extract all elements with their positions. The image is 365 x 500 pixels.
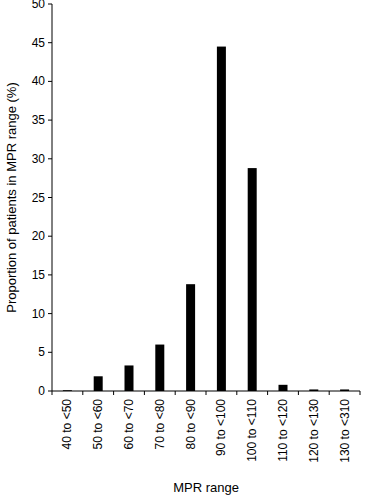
- bar: [186, 284, 195, 391]
- y-tick-label: 45: [32, 36, 46, 50]
- y-tick: [48, 42, 52, 43]
- bar: [155, 345, 164, 391]
- y-tick: [48, 391, 52, 392]
- y-tick-label: 10: [32, 307, 46, 321]
- x-tick-label: 70 to <80: [153, 399, 167, 450]
- x-tick: [329, 391, 330, 395]
- x-tick: [206, 391, 207, 395]
- y-tick: [48, 158, 52, 159]
- x-tick: [144, 391, 145, 395]
- y-tick-label: 0: [38, 384, 45, 398]
- x-tick: [236, 391, 237, 395]
- x-tick-label: 80 to <90: [184, 399, 198, 450]
- x-axis-title: MPR range: [173, 480, 239, 495]
- y-tick-label: 20: [32, 229, 46, 243]
- bar: [125, 365, 134, 391]
- y-tick: [48, 120, 52, 121]
- x-tick: [298, 391, 299, 395]
- x-tick-label: 110 to <120: [276, 399, 290, 462]
- bar: [279, 385, 288, 391]
- bars: [63, 47, 349, 391]
- x-tick: [175, 391, 176, 395]
- y-tick-label: 5: [38, 345, 45, 359]
- y-tick-label: 25: [32, 191, 46, 205]
- y-tick-label: 35: [32, 113, 46, 127]
- x-tick: [360, 391, 361, 395]
- x-tick: [113, 391, 114, 395]
- y-tick: [48, 81, 52, 82]
- x-tick-label: 50 to <60: [91, 399, 105, 450]
- bar: [217, 47, 226, 391]
- x-tick-label: 90 to <100: [214, 399, 228, 456]
- y-tick-label: 15: [32, 268, 46, 282]
- x-tick-label: 130 to <310: [338, 399, 352, 463]
- y-tick: [48, 313, 52, 314]
- y-axis-title: Proportion of patients in MPR range (%): [4, 82, 19, 313]
- bar: [94, 376, 103, 391]
- y-tick: [48, 352, 52, 353]
- chart: 0 5 10 15 20 25 30 35 40 45 50 40 to <50 50 to <60 60…: [0, 0, 365, 500]
- x-tick: [82, 391, 83, 395]
- y-tick: [48, 236, 52, 237]
- x-tick-label: 120 to <130: [307, 399, 321, 463]
- bar: [248, 168, 257, 391]
- y-tick-label: 30: [32, 152, 46, 166]
- x-tick-label: 40 to <50: [60, 399, 74, 450]
- y-tick: [48, 274, 52, 275]
- x-tick: [267, 391, 268, 395]
- y-tick: [48, 197, 52, 198]
- x-tick-label: 60 to <70: [122, 399, 136, 450]
- x-tick-label: 100 to <110: [245, 399, 259, 462]
- y-tick-label: 40: [32, 74, 46, 88]
- x-tick: [52, 391, 53, 395]
- y-tick-label: 50: [32, 0, 46, 11]
- y-tick: [48, 4, 52, 5]
